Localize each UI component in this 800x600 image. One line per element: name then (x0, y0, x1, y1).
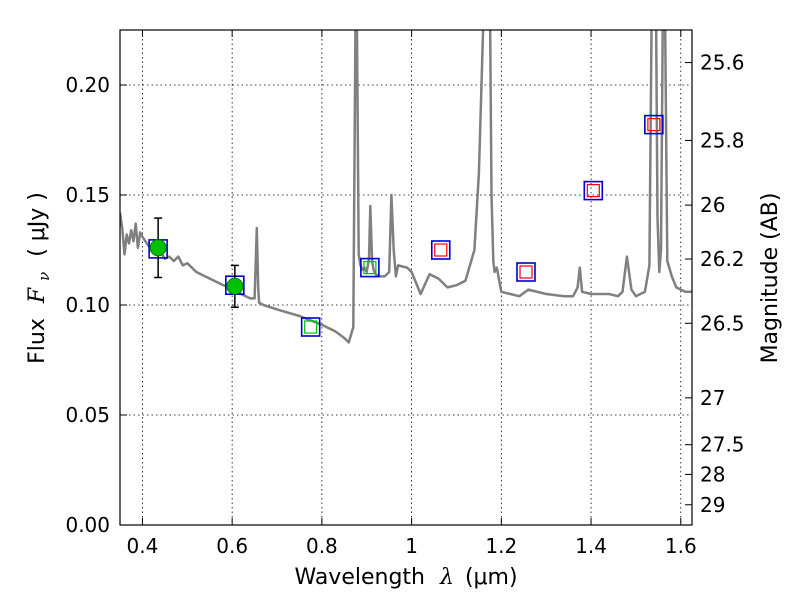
y2-axis-label: Magnitude (AB) (758, 193, 783, 364)
model-inner-box (434, 243, 448, 257)
y2-tick-label: 27 (700, 386, 725, 410)
y2-tick-label: 29 (700, 493, 725, 517)
model-box (430, 240, 451, 260)
model-inner-box (363, 261, 377, 275)
y-tick-label: 0.15 (65, 183, 110, 207)
y2-tick-label: 26.2 (700, 247, 745, 271)
y-tick-label: 0.05 (65, 403, 110, 427)
y-axis-label-symbol: F (25, 287, 50, 304)
x-axis-label-main: Wavelength (294, 565, 425, 590)
measured-point (149, 239, 167, 257)
model-inner-box (586, 184, 600, 198)
y2-tick-label: 27.5 (700, 433, 745, 457)
y-axis-label: Flux F ν ( μJy ) (25, 192, 55, 364)
y-axis-label-sub: ν (35, 272, 53, 281)
x-tick-label: 1 (405, 534, 418, 558)
model-inner-box (647, 117, 661, 132)
y-tick-label: 0.10 (65, 293, 110, 317)
y2-tick-label: 28 (700, 462, 725, 486)
y2-tick-label: 26.5 (700, 311, 745, 335)
x-axis-label: Wavelength λ (μm) (294, 565, 517, 590)
model-box (583, 180, 604, 201)
measured-points (149, 217, 244, 308)
plot-background (120, 30, 692, 525)
spectrum-line (120, 30, 692, 344)
model-inner-box (304, 320, 318, 334)
y2-axis-ticks: 25.6 25.8 26 26.2 26.5 27 27.5 28 29 (685, 51, 745, 517)
y2-tick-label: 25.6 (700, 51, 745, 75)
y-tick-label: 0.20 (65, 73, 110, 97)
y-axis-label-unit: ( μJy ) (25, 192, 50, 257)
y2-tick-label: 26 (700, 193, 725, 217)
x-tick-label: 1.6 (665, 534, 697, 558)
model-box (360, 257, 380, 278)
y2-tick-label: 25.8 (700, 128, 745, 152)
x-tick-label: 0.8 (306, 534, 338, 558)
model-box (516, 262, 536, 282)
x-tick-label: 1.4 (575, 534, 607, 558)
x-axis-ticks: 0.4 0.6 0.8 1 1.2 1.4 1.6 (127, 30, 697, 558)
y-axis-ticks: 0.00 0.05 0.10 0.15 0.20 (65, 73, 127, 537)
model-box (300, 317, 321, 337)
model-box (644, 114, 664, 135)
x-tick-label: 0.4 (127, 534, 159, 558)
model-inner-box (519, 265, 533, 279)
x-tick-label: 0.6 (216, 534, 248, 558)
y-axis-label-main: Flux (25, 318, 50, 364)
x-axis-label-symbol: λ (439, 565, 454, 590)
measured-point (226, 277, 244, 295)
x-axis-label-unit: (μm) (465, 565, 518, 590)
spectrum-series (120, 30, 692, 344)
plot-frame (119, 29, 693, 526)
y-tick-label: 0.00 (65, 513, 110, 537)
x-tick-label: 1.2 (485, 534, 517, 558)
